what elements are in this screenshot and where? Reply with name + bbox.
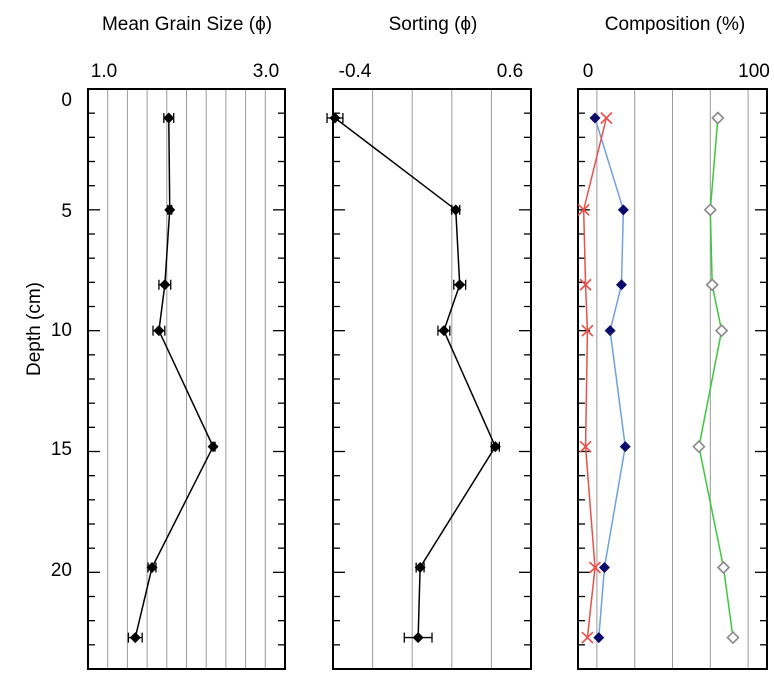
plot-area-mean-grain-size [87,88,286,670]
panel-title-mean-grain-size: Mean Grain Size (ϕ) [102,14,272,35]
data-point-marker [207,441,219,453]
data-point-marker [159,279,171,291]
series-line [334,117,497,638]
data-point-marker [579,440,592,453]
data-point-marker [329,112,341,124]
data-point-marker [589,112,601,124]
plot-area-sorting [326,88,532,670]
data-point-marker [705,278,719,292]
data-point-marker [164,204,176,216]
y-tick-label-10: 10 [51,320,72,341]
data-point-marker [581,324,594,337]
data-point-marker [593,632,605,644]
data-point-marker [414,562,426,573]
y-tick-label-5: 5 [61,201,72,222]
series-line [698,117,734,638]
panel-composition: Composition (%) 0 100 [577,14,770,670]
x-tick-label-max: 100 [738,61,770,82]
y-tick-label-15: 15 [51,439,72,460]
data-point-marker [454,279,466,291]
data-point-marker [617,204,629,216]
data-point-marker [619,441,631,453]
panel-title-sorting: Sorting (ϕ) [389,14,478,35]
data-point-marker [703,203,717,217]
panel-sorting: Sorting (ϕ) -0.4 0.6 [326,14,532,670]
data-point-marker [579,278,592,291]
data-point-marker [716,560,731,575]
data-point-marker [489,441,501,453]
data-point-marker [615,279,627,291]
y-tick-label-20: 20 [51,560,72,581]
data-point-marker [711,111,725,125]
x-tick-label-min: 1.0 [91,61,117,82]
data-point-marker [438,325,450,337]
plot-area-composition [577,88,768,670]
x-tick-label-max: 3.0 [253,61,279,82]
data-point-marker [581,631,594,644]
panel-title-composition: Composition (%) [605,14,745,35]
data-point-marker [153,325,165,337]
data-point-marker [715,324,729,338]
data-point-marker [726,630,740,645]
data-point-marker [577,203,590,216]
data-point-marker [412,632,424,644]
data-point-marker [604,325,616,337]
x-tick-label-max: 0.6 [497,61,523,82]
panel-mean-grain-size: Mean Grain Size (ϕ) 1.0 3.0 Depth (cm) 0… [24,14,286,670]
y-axis-label: Depth (cm) [24,282,45,376]
series-line [594,117,627,638]
data-point-marker [450,204,462,216]
data-point-marker [163,112,175,124]
series-line [582,117,608,638]
data-point-marker [146,562,158,573]
data-point-marker [598,562,610,573]
data-point-marker [129,632,141,644]
data-point-marker [588,561,602,574]
x-tick-label-min: 0 [583,61,594,82]
data-point-marker [600,111,613,125]
axes-frame [332,88,532,670]
data-point-marker [692,440,706,454]
x-tick-label-min: -0.4 [339,61,372,82]
y-tick-label-0: 0 [61,90,72,111]
